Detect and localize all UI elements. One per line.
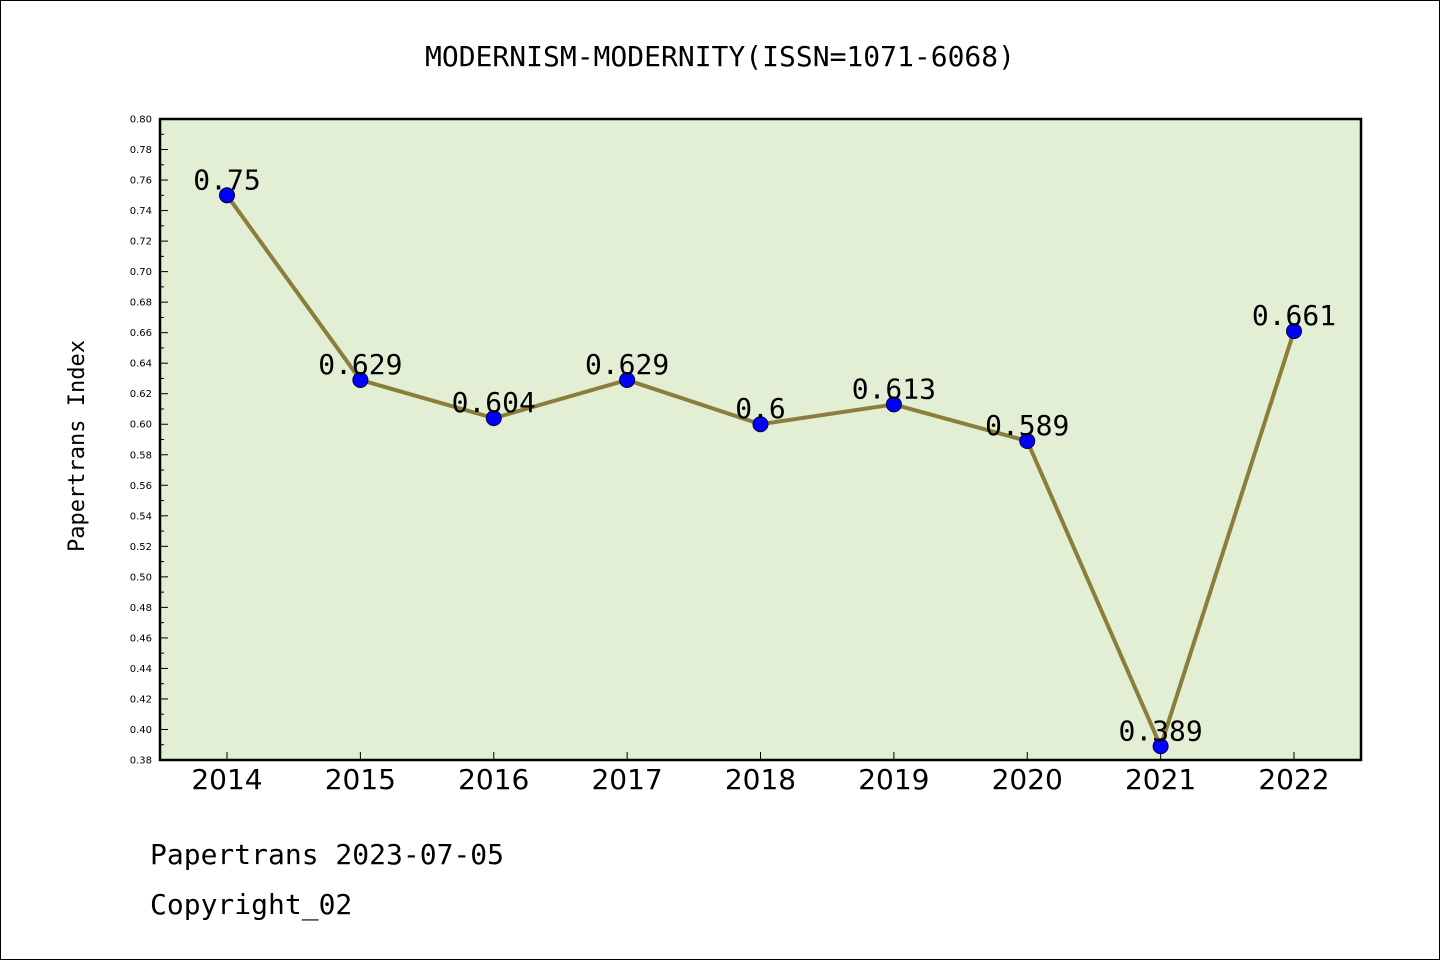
- y-axis: 0.38 0.40 0.42 0.44 0.46 0.48 0.50 0.52 0.54 0.56…: [130, 115, 168, 767]
- y-tick-label: 0.42: [130, 694, 152, 705]
- y-tick-label: 0.46: [130, 633, 152, 644]
- x-axis: 2014 2015 2016 2017 2018 2019 2020 2021 2022: [191, 752, 1330, 796]
- x-tick-label: 2017: [591, 763, 662, 796]
- data-point: [352, 371, 369, 388]
- y-tick-label: 0.38: [130, 756, 152, 767]
- data-label: 0.75: [193, 163, 260, 196]
- x-tick-label: 2016: [458, 763, 529, 796]
- y-tick-label: 0.64: [130, 359, 152, 370]
- data-point: [219, 187, 235, 204]
- y-tick-label: 0.74: [130, 206, 152, 217]
- x-tick-label: 2019: [858, 763, 929, 796]
- data-labels: 0.75 0.629 0.604 0.629 0.6 0.613 0.589 0.389 0.6…: [193, 163, 1336, 747]
- y-tick-label: 0.62: [130, 389, 152, 400]
- y-tick-label: 0.76: [130, 176, 152, 187]
- y-tick-label: 0.60: [130, 420, 152, 431]
- chart-title: MODERNISM-MODERNITY(ISSN=1071-6068): [425, 40, 1015, 73]
- data-label: 0.589: [985, 409, 1069, 442]
- data-point: [485, 410, 502, 427]
- y-tick-label: 0.70: [130, 267, 152, 278]
- x-tick-label: 2015: [325, 763, 396, 796]
- data-point: [1152, 738, 1169, 755]
- data-label: 0.389: [1118, 714, 1202, 747]
- plot-area: [158, 117, 1363, 762]
- data-label: 0.661: [1252, 299, 1336, 332]
- y-tick-label: 0.68: [130, 298, 152, 309]
- y-tick-label: 0.48: [130, 603, 152, 614]
- y-axis-label: Papertrans Index: [65, 340, 90, 552]
- x-tick-label: 2018: [725, 763, 796, 796]
- x-tick-label: 2022: [1258, 763, 1329, 796]
- data-label: 0.6: [735, 392, 786, 425]
- x-tick-label: 2014: [191, 763, 262, 796]
- data-point: [1019, 433, 1036, 450]
- data-point: [752, 416, 769, 433]
- series-papertrans-index: [219, 187, 1302, 755]
- data-label: 0.629: [585, 348, 669, 381]
- y-tick-label: 0.40: [130, 725, 152, 736]
- y-tick-label: 0.54: [130, 511, 152, 522]
- y-tick-label: 0.50: [130, 572, 152, 583]
- y-tick-label: 0.80: [130, 115, 152, 126]
- data-label: 0.604: [452, 386, 536, 419]
- y-tick-label: 0.44: [130, 664, 152, 675]
- footer-date: Papertrans 2023-07-05: [150, 838, 504, 871]
- y-tick-label: 0.52: [130, 542, 152, 553]
- y-tick-label: 0.78: [130, 145, 152, 156]
- x-tick-label: 2021: [1125, 763, 1196, 796]
- y-tick-label: 0.56: [130, 481, 152, 492]
- footer-copyright: Copyright_02: [150, 888, 352, 922]
- data-label: 0.629: [318, 348, 402, 381]
- y-tick-label: 0.66: [130, 328, 152, 339]
- data-label: 0.613: [852, 372, 936, 405]
- y-tick-label: 0.58: [130, 450, 152, 461]
- data-point: [619, 371, 636, 388]
- y-tick-label: 0.72: [130, 237, 152, 248]
- x-tick-label: 2020: [992, 763, 1063, 796]
- data-point: [1286, 323, 1302, 340]
- data-point: [885, 396, 902, 413]
